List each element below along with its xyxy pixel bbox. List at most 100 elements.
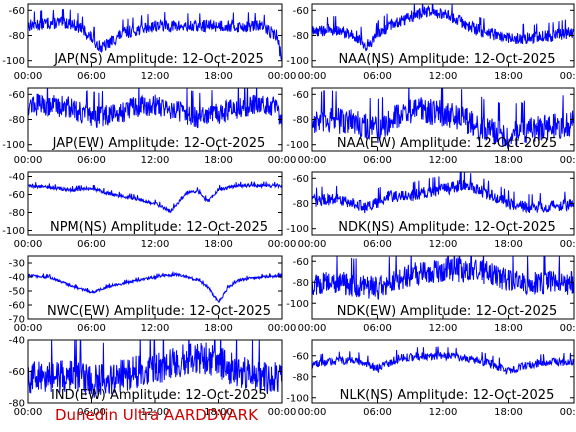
y-tick-label: -70 [9,315,25,326]
x-tick-label: 00:00 [268,239,297,250]
y-tick-label: -60 [9,90,25,101]
x-tick-label: 12:00 [141,71,170,82]
x-tick-label: 12:00 [429,71,458,82]
x-tick-label: 00:00 [14,239,43,250]
panel-1: -100 -80 -60 00:00 06:00 12:00 18:00 00:00 JAP(N… [2,3,297,82]
panel-title: NDK(NS) Amplitude: 12-Oct-2025 [338,220,556,235]
x-tick-label: 18:00 [204,239,233,250]
x-tick-label: 18:00 [204,323,233,334]
x-tick-label: 06:00 [363,71,392,82]
x-tick-label: 00:00 [268,407,297,418]
y-tick-label: -100 [2,56,25,67]
x-tick-label: 06:00 [363,323,392,334]
x-tick-label: 18:00 [494,155,523,166]
footer-label: Dunedin Ultra AARDDVARK [55,406,258,424]
x-tick-label: 00:00 [14,407,43,418]
x-tick-label: 06:00 [363,239,392,250]
y-tick-label: -60 [9,301,25,312]
x-tick-label: 12:00 [141,239,170,250]
y-tick-label: -40 [9,336,25,347]
panel-title: NPM(NS) Amplitude: 12-Oct-2025 [50,220,268,235]
amplitude-trace [312,4,574,52]
x-tick-label: 06:00 [77,323,106,334]
x-tick-label: 00:00 [560,155,576,166]
panel-2: -100 -80 -60 00:00 06:00 12:00 18:00 00:00 NAA(N… [286,3,576,82]
panel-7: -70 -60 -50 -40 -30 00:00 06:00 12:00 18:00 00:00… [9,255,297,334]
x-tick-label: 18:00 [494,323,523,334]
x-tick-label: 00:00 [14,323,43,334]
y-tick-label: -100 [286,224,309,235]
y-tick-label: -50 [9,287,25,298]
x-tick-label: 00:00 [14,155,43,166]
x-tick-label: 06:00 [77,407,106,418]
y-tick-label: -40 [9,172,25,183]
y-tick-label: -80 [9,31,25,42]
panel-8: -100-80-6000:0006:0012:0018:0000:00NDK(E… [286,255,576,334]
y-tick-label: -80 [9,399,25,410]
y-tick-label: -60 [9,190,25,201]
x-tick-label: 18:00 [204,407,233,418]
x-tick-label: 00:00 [268,71,297,82]
x-tick-label: 06:00 [77,239,106,250]
amplitude-trace [312,256,574,300]
x-tick-label: 12:00 [429,323,458,334]
panel-title: NAA(EW) Amplitude: 12-Oct-2025 [337,136,557,151]
panel-title: NWC(EW) Amplitude: 12-Oct-2025 [47,304,271,319]
y-tick-label: -60 [293,257,309,268]
y-tick-label: -100 [286,56,309,67]
x-tick-label: 12:00 [429,239,458,250]
panel-6: -100 -80 -60 00:00 06:00 12:00 18:00 00:00 NDK(N… [286,171,576,250]
panel-title: JAP(EW) Amplitude: 12-Oct-2025 [52,136,266,151]
x-tick-label: 12:00 [429,155,458,166]
x-tick-label: 12:00 [141,407,170,418]
y-tick-label: -60 [9,367,25,378]
panel-title: NLK(NS) Amplitude: 12-Oct-2025 [340,388,555,403]
y-tick-label: -60 [293,351,309,362]
x-tick-label: 06:00 [363,407,392,418]
y-tick-label: -100 [286,140,309,151]
x-tick-label: 00:00 [298,407,327,418]
y-tick-label: -40 [9,273,25,284]
x-tick-label: 06:00 [363,155,392,166]
y-tick-label: -60 [293,90,309,101]
x-tick-label: 00:00 [560,407,576,418]
x-tick-label: 18:00 [494,71,523,82]
panel-title: NDK(EW) Amplitude: 12-Oct-2025 [337,304,558,319]
y-tick-label: -100 [286,393,309,404]
x-tick-label: 00:00 [298,71,327,82]
x-tick-label: 06:00 [77,71,106,82]
x-tick-label: 18:00 [204,155,233,166]
panel-title: JAP(NS) Amplitude: 12-Oct-2025 [53,52,264,67]
y-tick-label: -80 [293,31,309,42]
amplitude-trace [28,271,282,303]
x-tick-label: 00:00 [560,323,576,334]
x-tick-label: 18:00 [494,407,523,418]
x-tick-label: 00:00 [268,155,297,166]
amplitude-trace [28,340,282,398]
y-tick-label: -60 [293,174,309,185]
x-tick-label: 00:00 [560,71,576,82]
x-tick-label: 18:00 [204,71,233,82]
x-tick-label: 00:00 [268,323,297,334]
y-tick-label: -80 [9,115,25,126]
y-tick-label: -100 [2,226,25,237]
x-tick-label: 00:00 [14,71,43,82]
panel-4: -100-80-6000:0006:0012:0018:0000:00NAA(E… [286,87,576,166]
y-tick-label: -100 [2,140,25,151]
x-tick-label: 12:00 [141,323,170,334]
y-tick-label: -80 [293,278,309,289]
x-tick-label: 00:00 [298,239,327,250]
panel-10: -100 -80 -60 00:00 06:00 12:00 18:00 00:00 NLK(N… [286,339,576,418]
x-tick-label: 00:00 [298,155,327,166]
x-tick-label: 18:00 [494,239,523,250]
panel-title: IND(EW) Amplitude: 12-Oct-2025 [51,388,267,403]
amplitude-trace [312,346,574,376]
y-tick-label: -60 [9,6,25,17]
y-tick-label: -30 [9,259,25,270]
y-tick-label: -80 [293,199,309,210]
y-tick-label: -60 [293,6,309,17]
y-tick-label: -80 [293,372,309,383]
amplitude-trace [28,9,282,61]
